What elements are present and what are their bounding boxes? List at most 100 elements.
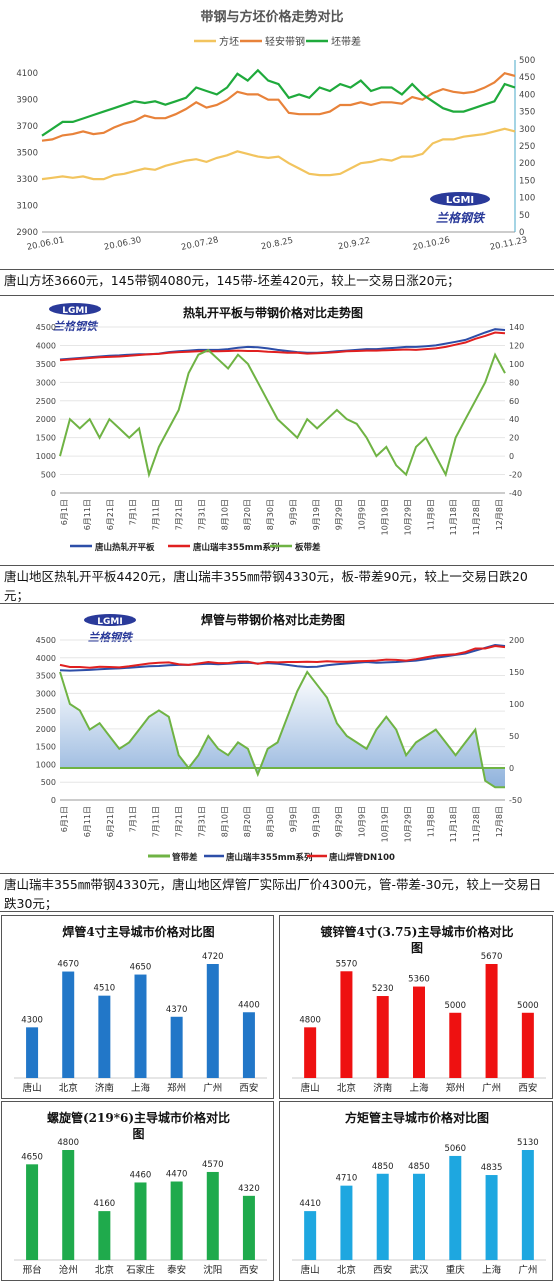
bar-category-label: 邢台 (23, 1264, 42, 1276)
x-tick-label: 11月28日 (472, 499, 481, 535)
x-tick-label: 6月11日 (83, 806, 92, 837)
x-tick-label: 10月19日 (381, 806, 390, 842)
y-right-tick-label: 120 (509, 341, 524, 350)
chart1-legend-spread: 坯带差 (331, 35, 361, 48)
bar-chart-title: 方矩管主导城市价格对比图 (345, 1110, 489, 1125)
caption-plate-strip: 唐山地区热轧开平板4420元，唐山瑞丰355㎜带钢4330元，板-带差90元，较… (0, 565, 554, 604)
x-tick-label: 8月10日 (220, 499, 229, 530)
bar-value-label: 4370 (166, 1005, 188, 1015)
bar-value-label: 5670 (481, 952, 503, 962)
x-tick-label: 7月11日 (152, 806, 161, 837)
x-tick-label: 10月9日 (358, 806, 367, 837)
x-tick-label: 8月30日 (266, 806, 275, 837)
x-tick-label: 12月8日 (495, 499, 504, 530)
bar-value-label: 4720 (202, 952, 224, 962)
bar-category-label: 郑州 (446, 1082, 465, 1094)
x-tick-label: 8月20日 (243, 806, 252, 837)
bar-value-label: 5130 (517, 1138, 539, 1148)
y-left-tick-label: 0 (51, 489, 56, 498)
bar-category-label: 广州 (482, 1082, 501, 1094)
bar-value-label: 4460 (130, 1170, 152, 1180)
x-tick-label: 12月8日 (495, 806, 504, 837)
bar-西安 (242, 1012, 255, 1078)
y-left-tick-label: 1000 (36, 760, 56, 769)
x-tick-label: 6月1日 (60, 806, 69, 832)
chart1-legend-billet: 方坯 (219, 35, 239, 48)
y-left-tick-label: 2000 (36, 725, 56, 734)
bar-category-label: 唐山 (23, 1082, 42, 1094)
bar-chart-spiral-pipe: 螺旋管(219*6)主导城市价格对比图 4650 邢台 4800 沧州 4160 北京 446… (1, 1101, 274, 1281)
y-right-tick-label: 200 (519, 159, 535, 169)
x-tick-label: 11月8日 (426, 806, 435, 837)
bar-广州 (206, 964, 219, 1078)
bar-上海 (485, 1175, 498, 1260)
bar-value-label: 4670 (57, 960, 79, 970)
bar-value-label: 4410 (299, 1199, 321, 1209)
bar-category-label: 广州 (203, 1082, 222, 1094)
series-line-0 (41, 127, 516, 181)
bar-value-label: 4320 (238, 1184, 260, 1194)
bar-value-label: 4570 (202, 1160, 224, 1170)
x-tick-label: 8月20日 (243, 499, 252, 530)
bar-category-label: 西安 (518, 1082, 537, 1094)
bar-西安 (242, 1195, 255, 1260)
bar-北京 (340, 1185, 353, 1260)
bar-泰安 (170, 1181, 183, 1260)
bar-value-label: 5000 (444, 1001, 466, 1011)
chart2-logo-mark: LGMI (62, 306, 87, 316)
chart3-panel: LGMI 兰格钢铁 焊管与带钢价格对比走势图 0 500 1000 1500 2000 2… (0, 604, 554, 872)
bar-济南 (98, 995, 111, 1078)
y-left-tick-label: 500 (41, 471, 56, 480)
x-tick-label: 7月11日 (152, 499, 161, 530)
y-left-tick-label: 1500 (36, 434, 56, 443)
y-right-tick-label: 50 (509, 732, 519, 741)
y-left-tick-label: 500 (41, 778, 56, 787)
bar-category-label: 上海 (482, 1264, 502, 1276)
chart1-title: 带钢与方坯价格走势对比 (200, 9, 343, 25)
chart2-legend-spread: 板带差 (295, 542, 321, 553)
chart2-legend: 唐山热轧开平板 唐山瑞丰355mm系列 板带差 (70, 542, 321, 553)
y-right-tick-label: -40 (509, 489, 522, 498)
y-left-tick-label: 3500 (16, 149, 38, 159)
y-right-tick-label: 200 (509, 636, 524, 645)
bar-category-label: 广州 (518, 1264, 537, 1276)
chart1-logo-text: 兰格钢铁 (436, 211, 486, 225)
bar-category-label: 西安 (373, 1264, 392, 1276)
bar-category-label: 北京 (59, 1082, 78, 1094)
x-tick-label: 7月31日 (197, 806, 206, 837)
series-line-1 (41, 71, 516, 142)
bar-value-label: 4470 (166, 1170, 188, 1180)
y-left-tick-label: 3300 (16, 175, 38, 185)
chart2-logo: LGMI 兰格钢铁 (49, 303, 101, 333)
bar-category-label: 北京 (337, 1264, 356, 1276)
bar-chart-title: 螺旋管(219*6)主导城市价格对比 (47, 1110, 230, 1125)
bar-郑州 (449, 1012, 462, 1078)
bar-category-label: 上海 (131, 1082, 151, 1094)
chart1-legend: 方坯 轻安带钢 坯带差 (194, 35, 361, 48)
caption-billet-strip: 唐山方坯3660元，145带钢4080元，145带-坯差420元，较上一交易日涨… (0, 269, 554, 296)
bar-北京 (98, 1211, 111, 1260)
x-tick-label: 6月1日 (60, 499, 69, 525)
bar-chart-title-line2: 图 (411, 941, 423, 955)
bar-value-label: 4710 (336, 1174, 358, 1184)
chart3-legend: 管带差 唐山瑞丰355mm系列 唐山焊管DN100 (148, 852, 395, 863)
bar-value-label: 5060 (444, 1144, 466, 1154)
y-right-tick-label: 250 (519, 142, 535, 152)
series-line-0 (59, 670, 505, 789)
bar-value-label: 4800 (299, 1015, 321, 1025)
bar-西安 (521, 1012, 534, 1078)
y-left-tick-label: 2500 (36, 397, 56, 406)
bar-石家庄 (134, 1182, 147, 1260)
y-right-tick-label: 0 (509, 452, 514, 461)
y-left-tick-label: 3700 (16, 122, 38, 132)
bar-chart-title: 镀锌管4寸(3.75)主导城市价格对比 (321, 924, 514, 939)
bar-value-label: 4850 (372, 1162, 394, 1172)
series-line-2 (41, 68, 516, 137)
bar-沧州 (62, 1150, 75, 1260)
x-tick-label: 6月21日 (106, 806, 115, 837)
x-tick-label: 20.11.23 (489, 235, 528, 253)
bar-value-label: 5360 (408, 975, 430, 985)
bar-唐山 (304, 1027, 317, 1078)
y-right-tick-label: 150 (509, 668, 524, 677)
bar-广州 (521, 1150, 534, 1260)
